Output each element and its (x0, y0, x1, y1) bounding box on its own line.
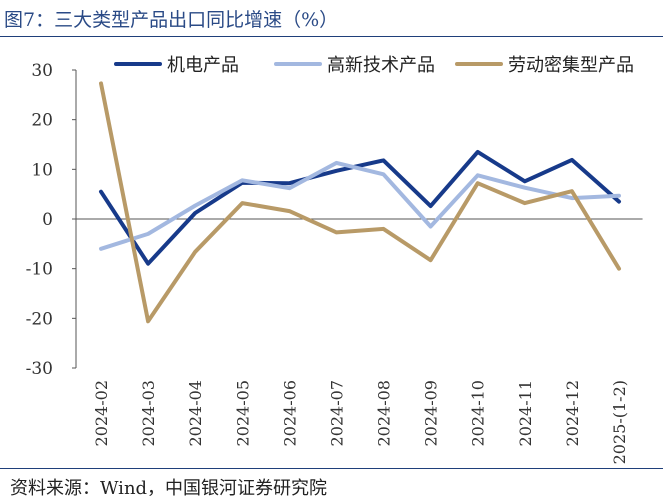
x-tick-label: 2025-(1-2) (610, 380, 629, 464)
x-tick-label: 2024-11 (516, 380, 535, 446)
series-line-1 (99, 149, 621, 266)
legend-label-3: 劳动密集型产品 (508, 55, 634, 76)
x-tick-label: 2024-02 (92, 380, 111, 446)
x-tick-label: 2024-08 (375, 380, 394, 446)
y-tick-label: 10 (31, 160, 53, 180)
x-tick-label: 2024-06 (280, 380, 299, 446)
x-tick-label: 2024-07 (327, 380, 346, 446)
y-tick-label: -30 (26, 359, 53, 379)
source-note: 资料来源：Wind，中国银河证券研究院 (10, 478, 328, 499)
y-tick-label: 0 (42, 210, 53, 230)
y-tick-label: -10 (26, 260, 53, 280)
y-tick-label: 20 (31, 111, 53, 131)
y-axis: -30 -20 -10 0 10 20 30 (26, 61, 77, 379)
footer-divider (0, 468, 663, 469)
x-tick-label: 2024-05 (233, 380, 252, 446)
series-line-3 (99, 81, 621, 324)
x-tick-label: 2024-09 (422, 380, 441, 446)
legend-label-1: 机电产品 (167, 55, 239, 76)
legend-label-2: 高新技术产品 (327, 55, 435, 76)
chart-legend: 机电产品 高新技术产品 劳动密集型产品 (114, 55, 634, 76)
x-tick-label: 2024-10 (469, 380, 488, 446)
x-tick-label: 2024-03 (139, 380, 158, 446)
x-axis: 2024-02 2024-03 2024-04 2024-05 2024-06 2024-… (76, 218, 643, 464)
x-tick-label: 2024-04 (186, 380, 205, 446)
line-chart: 机电产品 高新技术产品 劳动密集型产品 -30 -20 -10 0 10 20 30 2024-… (26, 55, 643, 464)
title-divider (0, 36, 663, 37)
y-tick-label: -20 (26, 309, 53, 329)
series-line-2 (99, 160, 621, 251)
series-lines (99, 81, 621, 324)
x-tick-label: 2024-12 (563, 380, 582, 446)
chart-title: 图7：三大类型产品出口同比增速（%） (4, 9, 339, 31)
y-tick-label: 30 (31, 61, 53, 81)
